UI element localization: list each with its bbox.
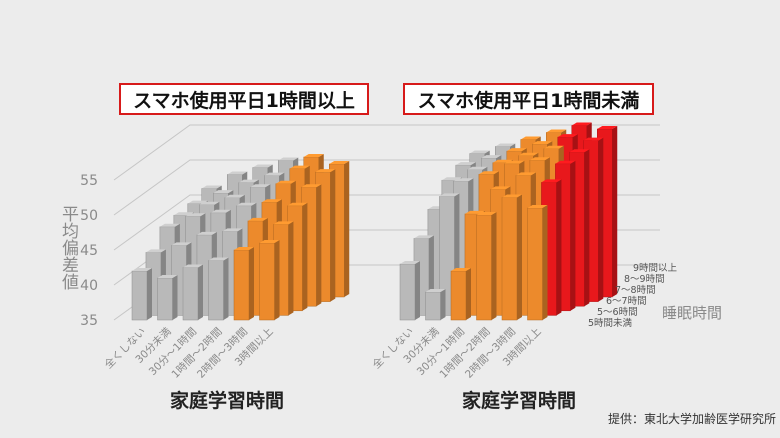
panel-right-x-axis-title: 家庭学習時間 [462,390,577,412]
bar-right-study1-sleep0 [425,289,446,321]
panel-left-title: スマホ使用平日1時間以上 [119,83,369,115]
bar-left-study2-sleep0 [182,264,203,321]
bar-left-study1-sleep0 [157,275,178,321]
bar-right-study5-sleep0 [527,205,548,321]
sleep-tick-label: 5時間未満 [588,317,633,329]
panel-right-bars [399,122,618,321]
bar-right-study3-sleep0 [476,212,497,321]
panel-right-title: スマホ使用平日1時間未満 [403,83,654,115]
sleep-tick-label: 9時間以上 [633,263,678,274]
sleep-tick-label: 7～8時間 [615,285,656,296]
grid-line [113,124,660,181]
bar-left-study4-sleep0 [233,247,254,321]
sleep-axis-title: 睡眠時間 [662,304,722,322]
y-tick-label: 50 [80,208,98,224]
y-tick-label: 35 [80,313,98,329]
sleep-tick-label: 6～7時間 [606,296,647,307]
y-axis-title: 平均偏差値 [58,205,79,290]
y-axis: 平均偏差値 [58,205,79,290]
bar-right-study0-sleep0 [399,261,420,321]
y-tick-label: 45 [80,243,98,259]
panel-left-x-axis-title: 家庭学習時間 [170,390,285,412]
source-credit: 提供：東北大学加齢医学研究所 [608,412,777,426]
bar-left-study5-sleep0 [259,240,280,321]
y-tick-label: 55 [80,173,98,189]
bar-right-study2-sleep0 [450,268,471,321]
bar-left-study3-sleep0 [208,257,229,321]
bar-left-study0-sleep0 [131,268,152,321]
sleep-tick-label: 5～6時間 [597,307,638,318]
panel-left-bars [131,154,350,321]
bar-right-study4-sleep0 [501,194,522,321]
y-tick-label: 40 [80,278,98,294]
sleep-tick-label: 8～9時間 [624,274,665,285]
